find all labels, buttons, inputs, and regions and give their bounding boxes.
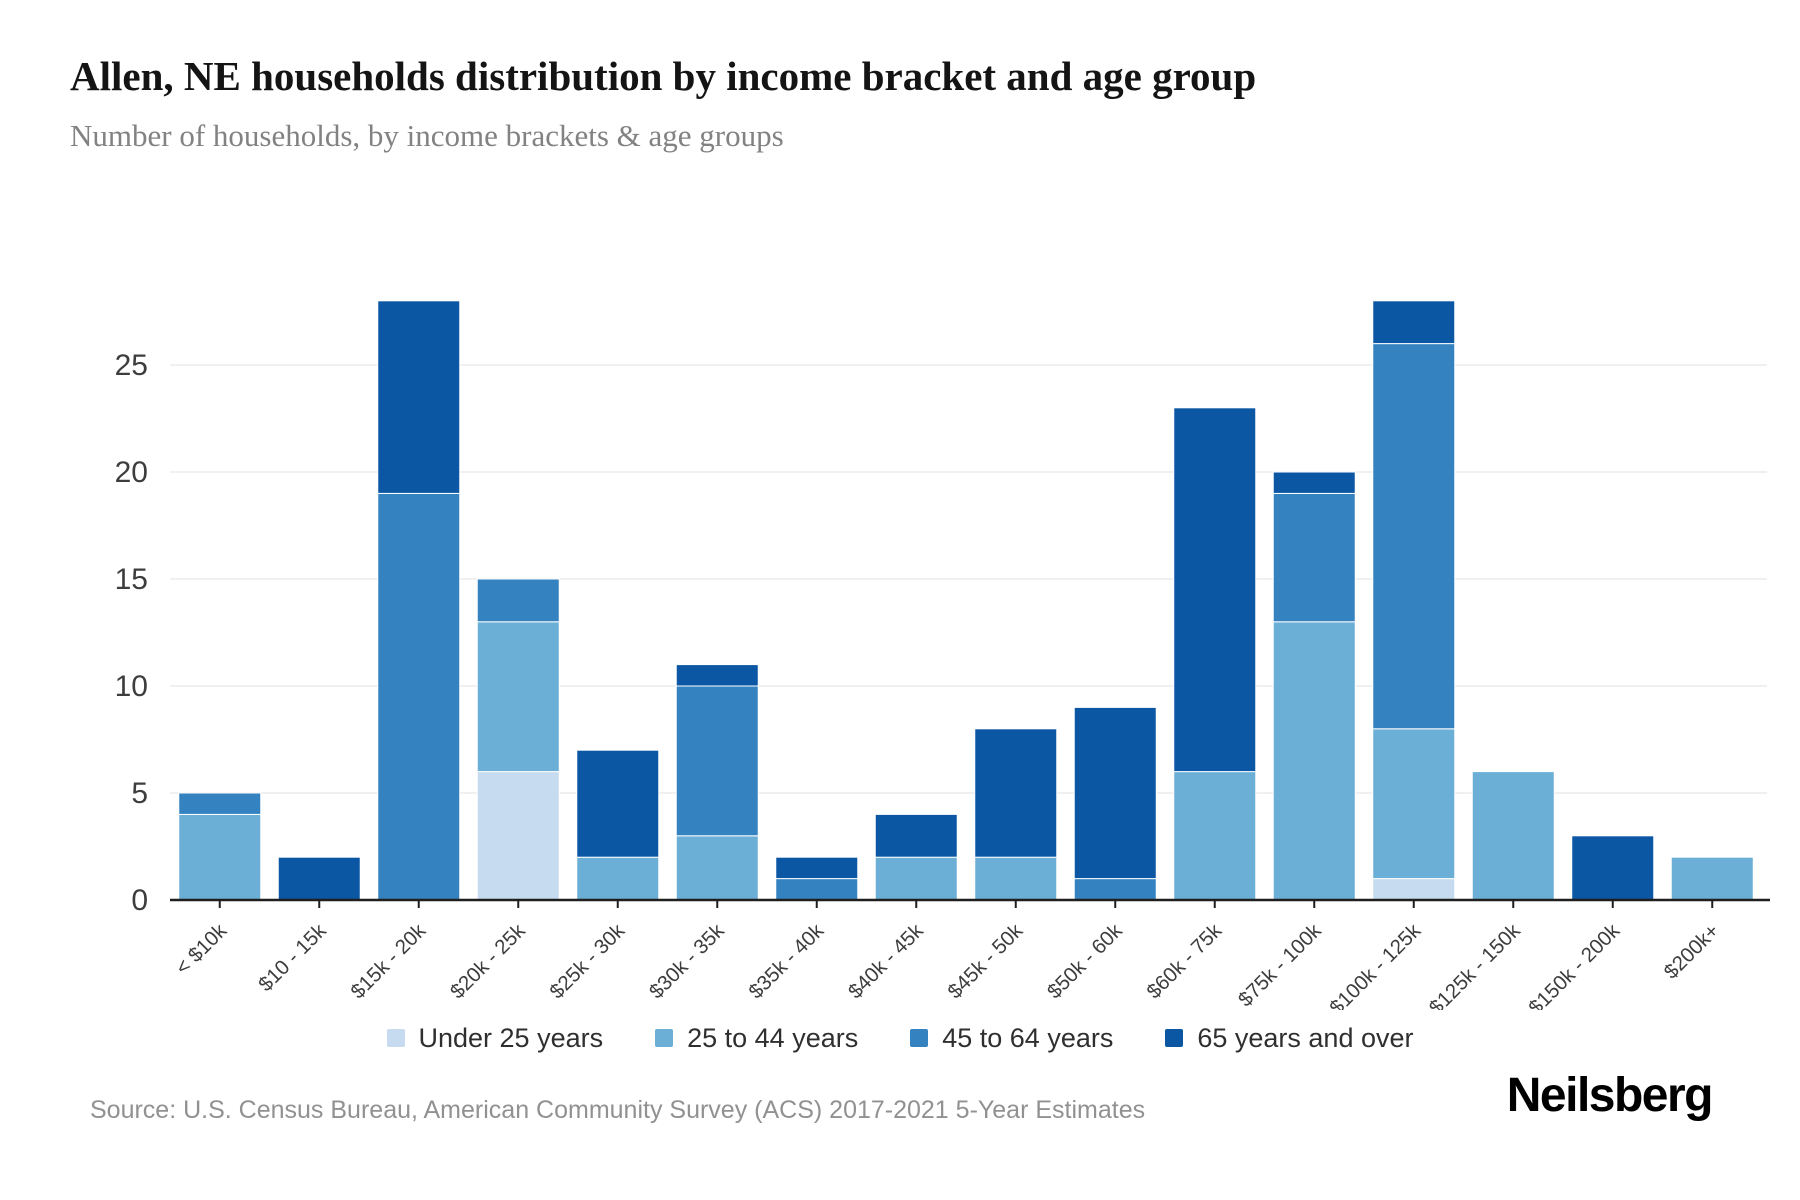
bar-segment-$30k - 35k-65 years and over[interactable]: [675, 664, 759, 687]
legend-swatch-icon: [1165, 1029, 1184, 1047]
bar-segment-$100k - 125k-45 to 64 years[interactable]: [1372, 343, 1456, 730]
y-tick-label: 5: [131, 777, 148, 810]
x-tick-label: $45k - 50k: [943, 919, 1027, 1003]
bar-segment-$200k+-25 to 44 years[interactable]: [1670, 856, 1754, 901]
legend-item-Under 25 years[interactable]: Under 25 years: [386, 1022, 604, 1054]
bar-segment-$35k - 40k-45 to 64 years[interactable]: [775, 878, 859, 901]
x-tick-label: $100k - 125k: [1325, 919, 1426, 1010]
x-tick-label: $75k - 100k: [1234, 919, 1327, 1010]
x-tick-label: $150k - 200k: [1524, 919, 1625, 1010]
bar-segment-$60k - 75k-65 years and over[interactable]: [1173, 407, 1257, 773]
x-tick-label: $200k+: [1660, 919, 1724, 983]
bar-segment-$125k - 150k-25 to 44 years[interactable]: [1471, 771, 1555, 901]
legend-label: Under 25 years: [418, 1022, 604, 1053]
bar-segment-$20k - 25k-Under 25 years[interactable]: [476, 771, 560, 901]
legend-item-65 years and over[interactable]: 65 years and over: [1165, 1022, 1414, 1054]
y-tick-label: 20: [115, 456, 148, 489]
bar-segment-$45k - 50k-25 to 44 years[interactable]: [974, 856, 1058, 901]
x-tick-label: $50k - 60k: [1043, 919, 1127, 1003]
y-tick-label: 10: [115, 670, 148, 703]
x-tick-label: $60k - 75k: [1142, 919, 1226, 1003]
legend-label: 65 years and over: [1197, 1022, 1414, 1053]
bar-segment-$150k - 200k-65 years and over[interactable]: [1571, 835, 1655, 901]
legend-label: 45 to 64 years: [942, 1022, 1114, 1053]
y-tick-label: 0: [131, 884, 148, 917]
legend-swatch-icon: [386, 1029, 405, 1047]
bar-segment-$20k - 25k-45 to 64 years[interactable]: [476, 578, 560, 623]
bar-segment-$40k - 45k-25 to 44 years[interactable]: [874, 856, 958, 901]
bar-segment-$45k - 50k-65 years and over[interactable]: [974, 728, 1058, 858]
legend: Under 25 years 25 to 44 years 45 to 64 yea…: [0, 1016, 1800, 1060]
source-attribution: Source: U.S. Census Bureau, American Com…: [90, 1096, 1146, 1124]
brand-logo[interactable]: Neilsberg: [1506, 1069, 1714, 1122]
bar-segment-$100k - 125k-65 years and over[interactable]: [1372, 300, 1456, 345]
chart-title: Allen, NE households distribution by inc…: [70, 53, 1257, 99]
bar-segment-$25k - 30k-25 to 44 years[interactable]: [576, 856, 660, 901]
legend-swatch-icon: [655, 1029, 674, 1047]
bar-segment-$100k - 125k-25 to 44 years[interactable]: [1372, 728, 1456, 880]
legend-item-45 to 64 years[interactable]: 45 to 64 years: [910, 1023, 1113, 1054]
x-tick-label: $25k - 30k: [545, 919, 629, 1003]
bar-segment-$30k - 35k-45 to 64 years[interactable]: [675, 685, 759, 837]
y-tick-label: 15: [115, 563, 148, 596]
legend-item-25 to 44 years[interactable]: 25 to 44 years: [655, 1023, 858, 1054]
bar-segment-$60k - 75k-25 to 44 years[interactable]: [1173, 771, 1257, 901]
x-tick-label: $40k - 45k: [844, 919, 928, 1003]
bar-segment-$20k - 25k-25 to 44 years[interactable]: [476, 621, 560, 773]
bar-segment-$30k - 35k-25 to 44 years[interactable]: [675, 835, 759, 901]
bar-segment-< $10k-45 to 64 years[interactable]: [178, 792, 262, 815]
bar-segment-< $10k-25 to 44 years[interactable]: [178, 813, 262, 901]
x-tick-label: $20k - 25k: [446, 919, 530, 1003]
x-tick-label: $125k - 150k: [1425, 919, 1526, 1010]
bar-segment-$50k - 60k-65 years and over[interactable]: [1073, 706, 1157, 880]
bar-segment-$15k - 20k-45 to 64 years[interactable]: [377, 492, 461, 901]
x-tick-label: $35k - 40k: [744, 919, 828, 1003]
bar-segment-$100k - 125k-Under 25 years[interactable]: [1372, 878, 1456, 901]
chart-subtitle: Number of households, by income brackets…: [70, 118, 784, 153]
x-tick-label: $15k - 20k: [346, 919, 430, 1003]
bar-segment-$10 - 15k-65 years and over[interactable]: [277, 856, 361, 901]
x-tick-label: $10 - 15k: [254, 919, 331, 996]
x-tick-label: < $10k: [171, 919, 232, 980]
bar-segment-$75k - 100k-45 to 64 years[interactable]: [1272, 492, 1356, 623]
bar-segment-$50k - 60k-45 to 64 years[interactable]: [1073, 878, 1157, 901]
plot-area: 0 5 10 15 20 25 < $10k $10 - 15k $15k - 20k $20k …: [115, 300, 1770, 1010]
bar-segment-$40k - 45k-65 years and over[interactable]: [874, 813, 958, 858]
legend-label: 25 to 44 years: [687, 1022, 859, 1053]
bar-segment-$75k - 100k-25 to 44 years[interactable]: [1272, 621, 1356, 901]
bar-segment-$75k - 100k-65 years and over[interactable]: [1272, 471, 1356, 494]
bar-segment-$35k - 40k-65 years and over[interactable]: [775, 856, 859, 880]
bar-segment-$25k - 30k-65 years and over[interactable]: [576, 749, 660, 858]
legend-swatch-icon: [910, 1029, 929, 1047]
y-tick-label: 25: [115, 349, 148, 382]
x-tick-label: $30k - 35k: [645, 919, 729, 1003]
bar-segment-$15k - 20k-65 years and over[interactable]: [377, 300, 461, 494]
